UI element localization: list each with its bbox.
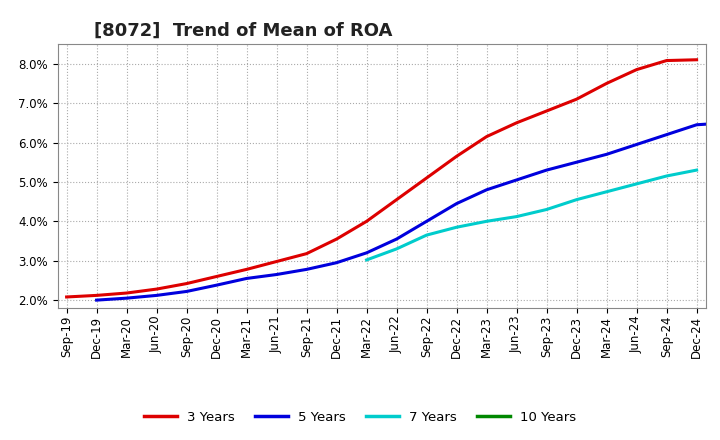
3 Years <box>662 58 671 63</box>
5 Years <box>92 297 101 303</box>
7 Years <box>392 246 401 252</box>
5 Years <box>392 236 401 242</box>
5 Years <box>242 276 251 281</box>
3 Years <box>122 290 131 296</box>
3 Years <box>302 251 311 256</box>
7 Years <box>513 214 521 219</box>
5 Years <box>212 282 221 288</box>
5 Years <box>422 219 431 224</box>
Legend: 3 Years, 5 Years, 7 Years, 10 Years: 3 Years, 5 Years, 7 Years, 10 Years <box>138 405 582 429</box>
5 Years <box>693 122 701 128</box>
7 Years <box>632 181 641 187</box>
3 Years <box>632 67 641 72</box>
5 Years <box>362 250 371 256</box>
5 Years <box>513 177 521 183</box>
3 Years <box>392 197 401 202</box>
3 Years <box>62 294 71 300</box>
3 Years <box>513 120 521 125</box>
7 Years <box>482 219 491 224</box>
3 Years <box>542 108 551 114</box>
7 Years <box>662 173 671 179</box>
5 Years <box>333 260 341 265</box>
7 Years <box>362 257 371 263</box>
7 Years <box>572 197 581 202</box>
3 Years <box>572 96 581 102</box>
3 Years <box>422 175 431 180</box>
5 Years <box>542 168 551 173</box>
Line: 7 Years: 7 Years <box>366 170 697 260</box>
3 Years <box>272 259 281 264</box>
Line: 3 Years: 3 Years <box>66 60 697 297</box>
5 Years <box>182 289 191 294</box>
5 Years <box>632 142 641 147</box>
Text: [8072]  Trend of Mean of ROA: [8072] Trend of Mean of ROA <box>94 22 392 40</box>
7 Years <box>422 232 431 238</box>
3 Years <box>362 219 371 224</box>
3 Years <box>602 81 611 86</box>
7 Years <box>693 168 701 173</box>
7 Years <box>542 207 551 212</box>
5 Years <box>602 152 611 157</box>
5 Years <box>153 293 161 298</box>
Line: 5 Years: 5 Years <box>96 123 720 300</box>
5 Years <box>272 272 281 277</box>
5 Years <box>572 160 581 165</box>
5 Years <box>452 201 461 206</box>
3 Years <box>242 267 251 272</box>
3 Years <box>92 293 101 298</box>
5 Years <box>122 296 131 301</box>
3 Years <box>212 274 221 279</box>
3 Years <box>482 134 491 139</box>
7 Years <box>602 189 611 194</box>
3 Years <box>333 236 341 242</box>
5 Years <box>302 267 311 272</box>
3 Years <box>153 286 161 292</box>
5 Years <box>482 187 491 192</box>
7 Years <box>452 224 461 230</box>
3 Years <box>693 57 701 62</box>
3 Years <box>452 154 461 159</box>
3 Years <box>182 281 191 286</box>
5 Years <box>662 132 671 137</box>
